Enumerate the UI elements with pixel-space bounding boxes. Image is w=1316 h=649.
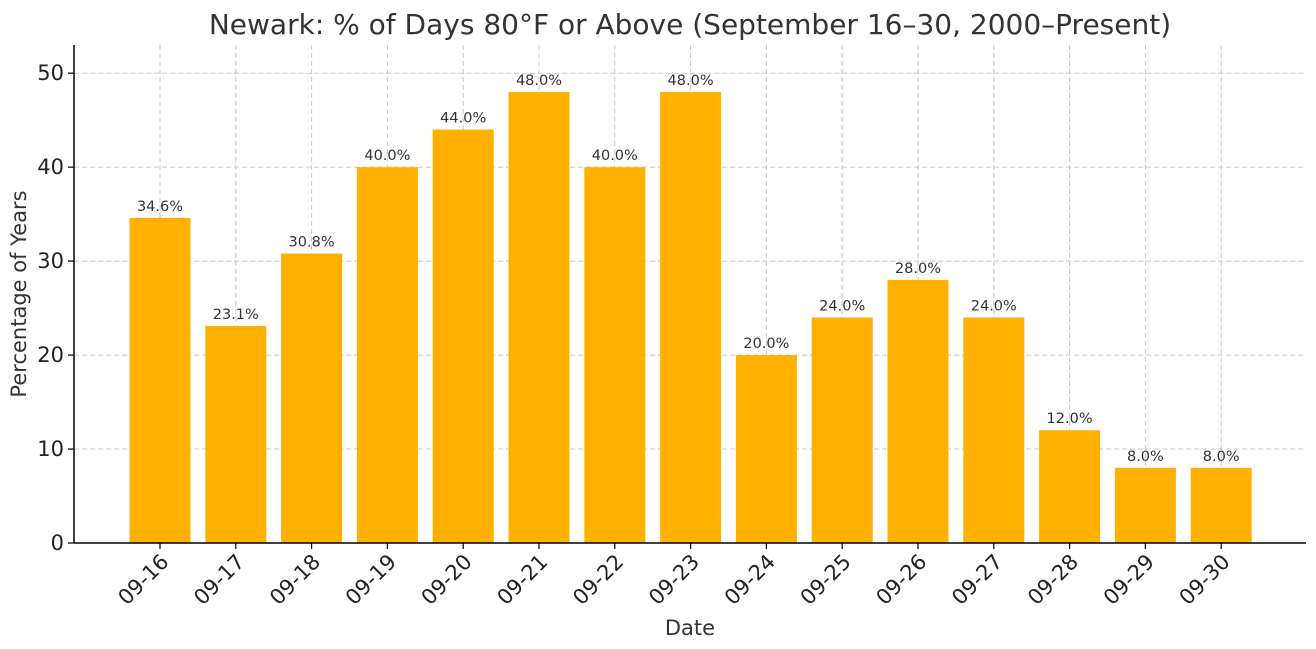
x-tick-label-09-26: 09-26 [871, 550, 931, 610]
y-tick-label: 50 [37, 61, 64, 85]
x-tick-label-09-21: 09-21 [492, 550, 552, 610]
data-label-09-22: 40.0% [592, 148, 638, 164]
y-tick-label: 30 [37, 249, 64, 273]
bar-09-28 [1039, 430, 1101, 543]
x-tick-label-09-19: 09-19 [341, 550, 401, 610]
y-tick-label: 40 [37, 155, 64, 179]
data-label-09-27: 24.0% [971, 298, 1017, 314]
bar-09-22 [584, 167, 646, 543]
y-tick-label: 10 [37, 437, 64, 461]
x-axis-label: Date [665, 616, 715, 640]
bar-09-16 [129, 217, 191, 543]
bars [129, 91, 1252, 543]
data-label-09-26: 28.0% [895, 261, 941, 277]
x-tick-label-09-27: 09-27 [947, 550, 1007, 610]
data-label-09-19: 40.0% [364, 148, 410, 164]
bar-09-20 [432, 129, 494, 543]
data-label-09-18: 30.8% [289, 235, 335, 251]
data-labels: 34.6% 23.1% 30.8% 40.0% 44.0% 48.0% 40.0% 48.0%… [137, 73, 1240, 465]
x-tick-label-09-16: 09-16 [113, 550, 173, 610]
x-tick-labels: 09-16 09-17 09-18 09-19 09-20 09-21 09-22 09-23… [113, 543, 1235, 610]
data-label-09-17: 23.1% [213, 307, 259, 323]
y-tick-labels: 0 10 20 30 40 50 [37, 61, 74, 555]
bar-09-17 [205, 325, 267, 543]
bar-09-25 [811, 317, 873, 543]
bar-09-29 [1114, 467, 1176, 543]
x-tick-label-09-24: 09-24 [720, 550, 780, 610]
data-label-09-25: 24.0% [819, 298, 865, 314]
bar-09-26 [887, 279, 949, 543]
bar-09-30 [1190, 467, 1252, 543]
bar-09-19 [356, 167, 418, 543]
chart-title: Newark: % of Days 80°F or Above (Septemb… [209, 8, 1171, 41]
data-label-09-23: 48.0% [668, 73, 714, 89]
bar-09-21 [508, 91, 570, 543]
x-tick-label-09-20: 09-20 [417, 550, 477, 610]
bar-09-27 [963, 317, 1025, 543]
data-label-09-20: 44.0% [440, 111, 486, 127]
x-tick-label-09-18: 09-18 [265, 550, 325, 610]
x-tick-label-09-28: 09-28 [1023, 550, 1083, 610]
x-tick-label-09-30: 09-30 [1175, 550, 1235, 610]
data-label-09-21: 48.0% [516, 73, 562, 89]
x-tick-label-09-25: 09-25 [796, 550, 856, 610]
x-tick-label-09-22: 09-22 [568, 550, 628, 610]
bar-09-24 [735, 355, 797, 543]
y-tick-label: 20 [37, 343, 64, 367]
data-label-09-28: 12.0% [1047, 411, 1093, 427]
data-label-09-30: 8.0% [1203, 449, 1240, 465]
bar-09-23 [660, 91, 722, 543]
bar-09-18 [281, 253, 343, 543]
x-tick-label-09-23: 09-23 [644, 550, 704, 610]
data-label-09-16: 34.6% [137, 199, 183, 215]
x-tick-label-09-29: 09-29 [1099, 550, 1159, 610]
y-axis-label: Percentage of Years [7, 190, 31, 397]
y-tick-label: 0 [51, 531, 64, 555]
data-label-09-24: 20.0% [743, 336, 789, 352]
x-tick-label-09-17: 09-17 [189, 550, 249, 610]
data-label-09-29: 8.0% [1127, 449, 1164, 465]
